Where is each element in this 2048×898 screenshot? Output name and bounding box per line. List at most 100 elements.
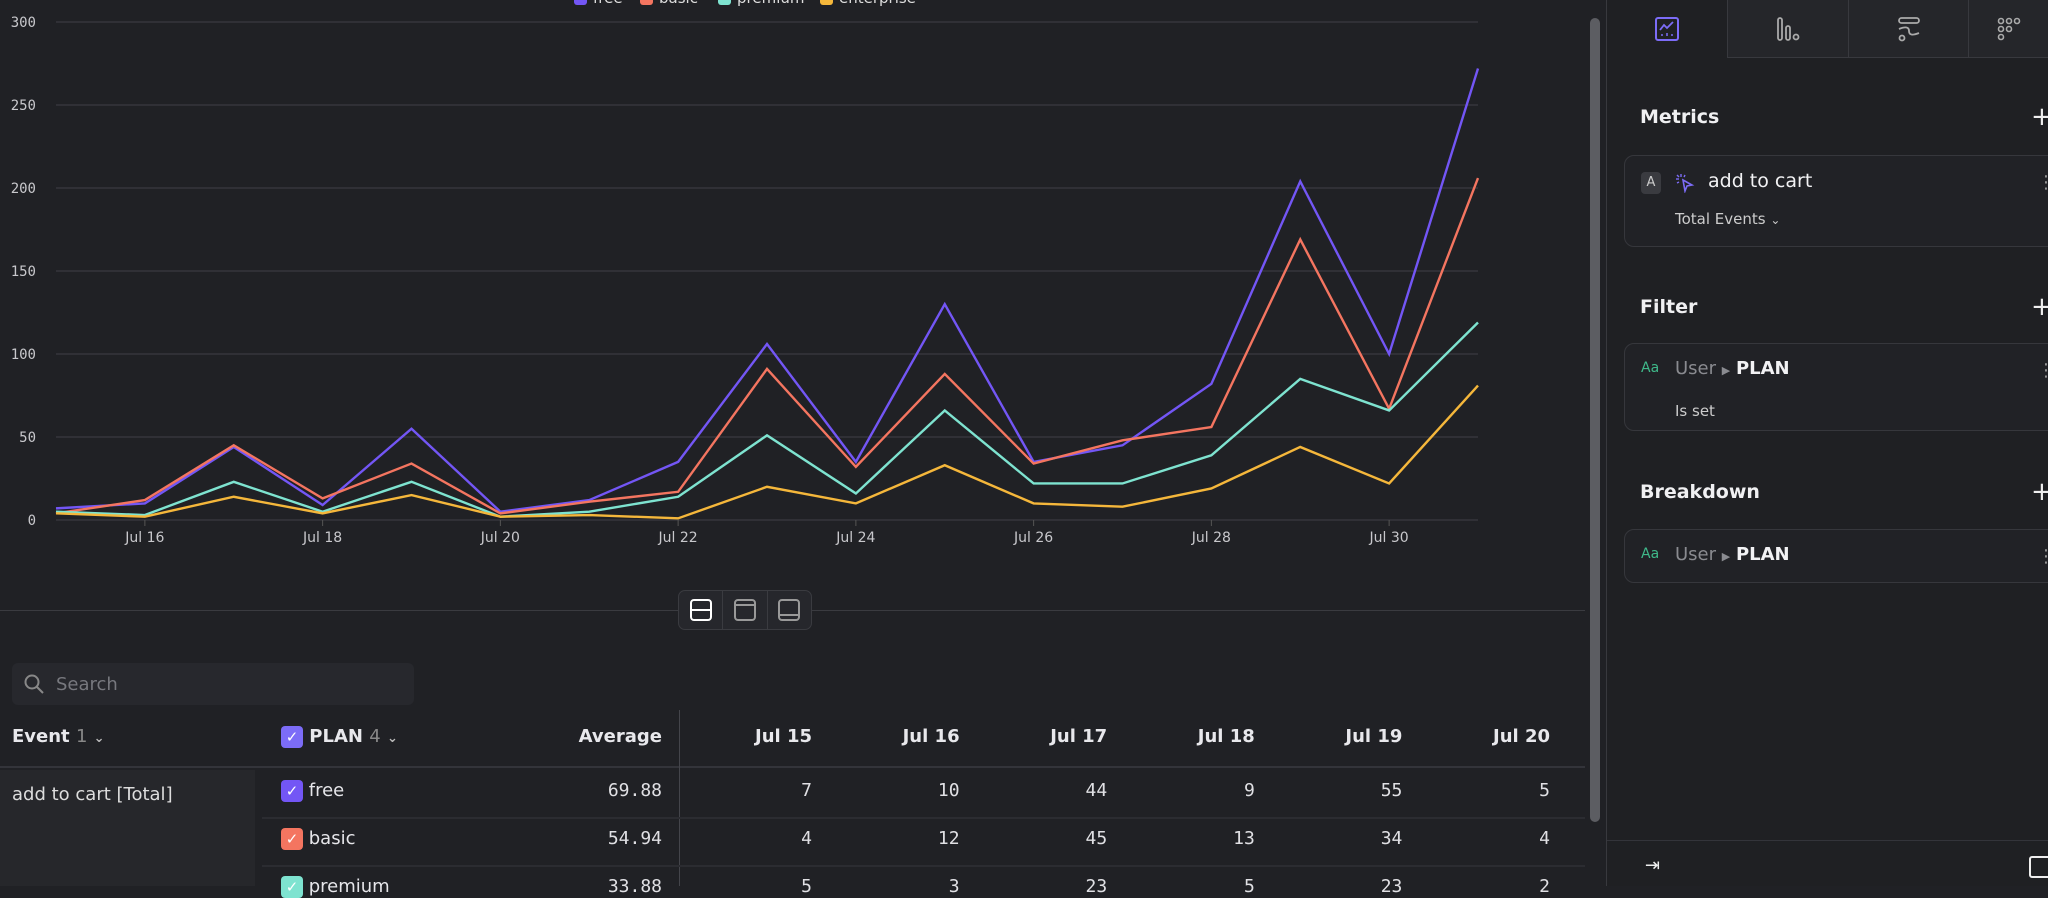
event-column-header[interactable]: Event 1 ⌄ — [12, 726, 105, 747]
event-count: 1 — [76, 726, 87, 747]
plan-name: free — [309, 780, 345, 801]
value-cell: 7 — [692, 780, 812, 801]
plan-column-header[interactable]: ✓ PLAN 4 ⌄ — [281, 726, 398, 748]
caret-right-icon: ▶ — [1722, 550, 1730, 563]
value-cell: 23 — [1282, 876, 1402, 897]
date-column-header[interactable]: Jul 15 — [692, 726, 812, 747]
event-cell: add to cart [Total] — [0, 770, 255, 886]
vertical-scrollbar[interactable] — [1590, 18, 1600, 822]
y-tick-label: 50 — [19, 430, 36, 446]
flows-icon — [1896, 16, 1922, 42]
y-tick-label: 300 — [11, 15, 36, 31]
breakdown-card[interactable]: Aa User ▶ PLAN ⋮ — [1624, 529, 2048, 583]
header-divider — [0, 766, 1585, 768]
metric-name[interactable]: add to cart — [1708, 170, 1812, 192]
legend-label[interactable]: premium — [737, 0, 805, 7]
row-divider — [262, 865, 1585, 867]
value-cell: 45 — [987, 828, 1107, 849]
collapse-panel-icon[interactable]: ⇥ — [1645, 855, 1660, 876]
table-layout-icon — [777, 598, 801, 622]
filter-operator[interactable]: Is set — [1675, 402, 1715, 420]
legend-label[interactable]: basic — [659, 0, 698, 7]
add-breakdown-button[interactable]: + — [2031, 479, 2048, 505]
kebab-menu-icon[interactable]: ⋮ — [2037, 174, 2048, 192]
value-cell: 12 — [840, 828, 960, 849]
plan-cell: ✓ free — [281, 780, 344, 802]
aggregation-dropdown[interactable]: Total Events ⌄ — [1675, 210, 1780, 228]
sidebar-toggle-icon[interactable] — [2029, 856, 2048, 878]
tab-funnels[interactable] — [1727, 0, 1848, 58]
date-column-header[interactable]: Jul 16 — [840, 726, 960, 747]
metric-letter-badge: A — [1641, 172, 1661, 194]
select-all-checkbox[interactable]: ✓ — [281, 726, 303, 748]
tab-flows[interactable] — [1848, 0, 1968, 58]
metric-card[interactable]: A add to cart Total Events ⌄ ⋮ — [1624, 155, 2048, 247]
value-cell: 13 — [1135, 828, 1255, 849]
x-tick-label: Jul 22 — [658, 530, 698, 546]
filter-card[interactable]: Aa User ▶ PLAN Is set ⋮ — [1624, 343, 2048, 431]
series-line-enterprise — [56, 386, 1478, 519]
legend-label[interactable]: free — [593, 0, 623, 7]
x-tick-label: Jul 24 — [835, 530, 875, 546]
legend-swatch — [718, 0, 731, 5]
value-cell: 9 — [1135, 780, 1255, 801]
bar-chart-icon — [1775, 16, 1801, 42]
average-cell: 33.88 — [542, 876, 662, 897]
plan-header-label: PLAN — [309, 726, 363, 747]
chevron-down-icon: ⌄ — [1770, 213, 1780, 227]
tab-insights[interactable] — [1607, 0, 1727, 58]
query-builder-panel: Metrics + A add to cart Total Events ⌄ ⋮… — [1606, 0, 2048, 886]
x-tick-label: Jul 20 — [480, 530, 520, 546]
column-divider — [679, 710, 680, 886]
add-filter-button[interactable]: + — [2031, 294, 2048, 320]
aggregation-label: Total Events — [1675, 210, 1766, 228]
y-tick-label: 0 — [28, 513, 36, 529]
kebab-menu-icon[interactable]: ⋮ — [2037, 362, 2048, 380]
value-cell: 3 — [840, 876, 960, 897]
breakdown-entity: User — [1675, 544, 1716, 565]
kebab-menu-icon[interactable]: ⋮ — [2037, 548, 2048, 566]
layout-chart-button[interactable] — [723, 591, 767, 629]
series-checkbox[interactable]: ✓ — [281, 876, 303, 898]
value-cell: 44 — [987, 780, 1107, 801]
value-cell: 55 — [1282, 780, 1402, 801]
add-metric-button[interactable]: + — [2031, 104, 2048, 130]
date-column-header[interactable]: Jul 20 — [1430, 726, 1550, 747]
tab-retention[interactable] — [1968, 0, 2048, 58]
search-icon — [24, 674, 44, 694]
value-cell: 5 — [1135, 876, 1255, 897]
value-cell: 4 — [1430, 828, 1550, 849]
filter-entity: User — [1675, 358, 1716, 379]
breakdown-title: Breakdown — [1640, 481, 1760, 503]
breakdown-prop: PLAN — [1736, 544, 1790, 565]
x-tick-label: Jul 30 — [1369, 530, 1409, 546]
line-chart-icon — [1654, 16, 1680, 42]
series-checkbox[interactable]: ✓ — [281, 780, 303, 802]
value-cell: 5 — [692, 876, 812, 897]
series-checkbox[interactable]: ✓ — [281, 828, 303, 850]
layout-table-button[interactable] — [768, 591, 811, 629]
metrics-title: Metrics — [1640, 106, 1719, 128]
average-cell: 54.94 — [542, 828, 662, 849]
average-header[interactable]: Average — [542, 726, 662, 747]
filter-property[interactable]: User ▶ PLAN — [1675, 358, 1790, 379]
chevron-down-icon: ⌄ — [94, 731, 105, 746]
value-cell: 5 — [1430, 780, 1550, 801]
date-column-header[interactable]: Jul 19 — [1282, 726, 1402, 747]
date-column-header[interactable]: Jul 18 — [1135, 726, 1255, 747]
legend-label[interactable]: enterprise — [839, 0, 916, 7]
table-search — [12, 663, 414, 705]
value-cell: 23 — [987, 876, 1107, 897]
retention-icon — [1996, 16, 2022, 42]
breakdown-property[interactable]: User ▶ PLAN — [1675, 544, 1790, 565]
y-tick-label: 150 — [11, 264, 36, 280]
layout-split-button[interactable] — [679, 591, 723, 629]
caret-right-icon: ▶ — [1722, 364, 1730, 377]
search-input[interactable] — [56, 674, 396, 695]
x-tick-label: Jul 26 — [1013, 530, 1053, 546]
series-line-free — [56, 68, 1478, 511]
date-column-header[interactable]: Jul 17 — [987, 726, 1107, 747]
x-tick-label: Jul 16 — [124, 530, 164, 546]
y-tick-label: 250 — [11, 98, 36, 114]
value-cell: 34 — [1282, 828, 1402, 849]
